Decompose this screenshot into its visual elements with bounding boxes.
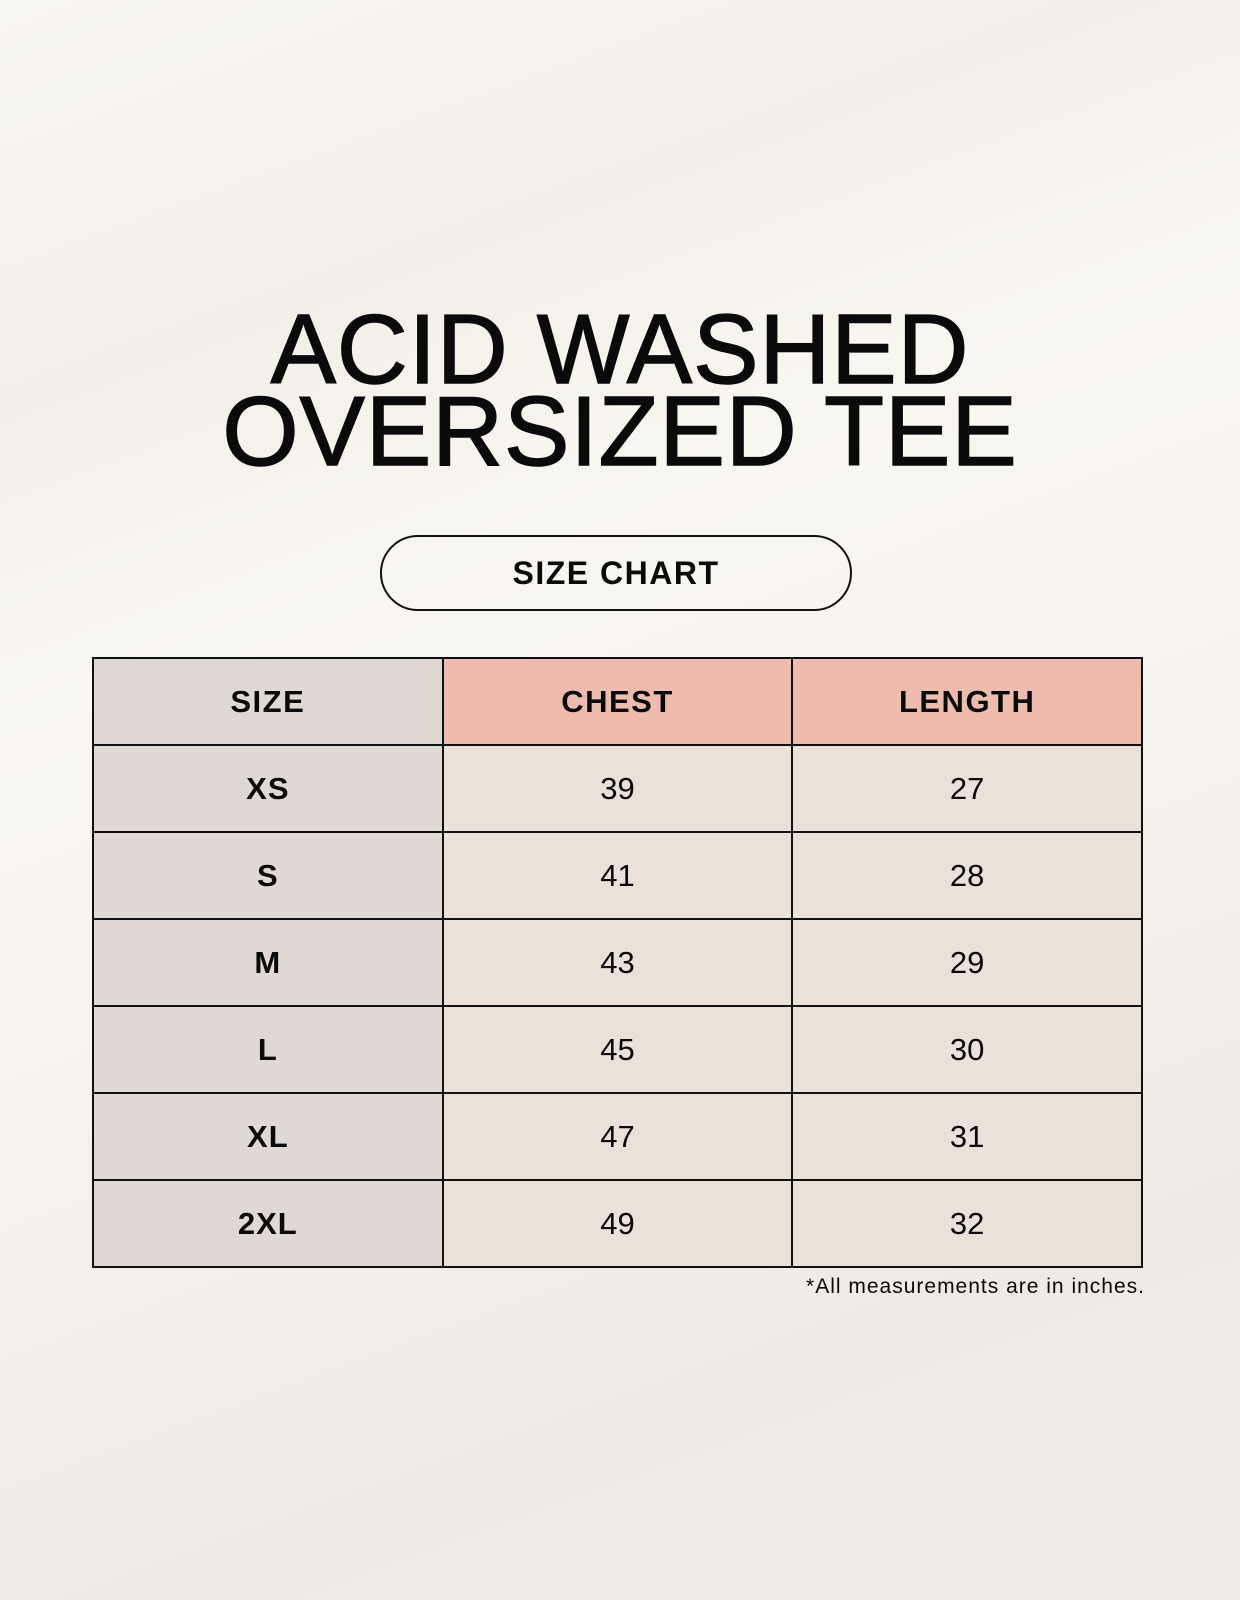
length-cell: 32 bbox=[791, 1179, 1143, 1268]
table-row: L 45 30 bbox=[92, 1005, 1143, 1094]
chest-cell: 49 bbox=[441, 1179, 794, 1268]
size-table: SIZE CHEST LENGTH XS 39 27 S 41 28 M 43 29 L 45 30 X… bbox=[92, 657, 1143, 1268]
footnote: *All measurements are in inches. bbox=[806, 1275, 1145, 1298]
table-row: XL 47 31 bbox=[92, 1092, 1143, 1181]
table-row: M 43 29 bbox=[92, 918, 1143, 1007]
header-chest: CHEST bbox=[441, 657, 794, 746]
table-row: 2XL 49 32 bbox=[92, 1179, 1143, 1268]
size-cell: 2XL bbox=[92, 1179, 444, 1268]
chest-cell: 39 bbox=[441, 744, 794, 833]
page-title: ACID WASHED OVERSIZED TEE bbox=[0, 294, 1240, 486]
title-line-1: ACID WASHED bbox=[270, 294, 970, 404]
chest-cell: 41 bbox=[441, 831, 794, 920]
size-cell: M bbox=[92, 918, 444, 1007]
table-header-row: SIZE CHEST LENGTH bbox=[92, 657, 1143, 746]
length-cell: 28 bbox=[791, 831, 1143, 920]
length-cell: 27 bbox=[791, 744, 1143, 833]
header-size: SIZE bbox=[92, 657, 444, 746]
length-cell: 29 bbox=[791, 918, 1143, 1007]
chest-cell: 43 bbox=[441, 918, 794, 1007]
size-cell: L bbox=[92, 1005, 444, 1094]
chest-cell: 45 bbox=[441, 1005, 794, 1094]
size-cell: S bbox=[92, 831, 444, 920]
length-cell: 31 bbox=[791, 1092, 1143, 1181]
chest-cell: 47 bbox=[441, 1092, 794, 1181]
title-line-2: OVERSIZED TEE bbox=[222, 376, 1018, 486]
size-cell: XL bbox=[92, 1092, 444, 1181]
table-row: S 41 28 bbox=[92, 831, 1143, 920]
table-row: XS 39 27 bbox=[92, 744, 1143, 833]
header-length: LENGTH bbox=[791, 657, 1143, 746]
length-cell: 30 bbox=[791, 1005, 1143, 1094]
size-chart-badge: SIZE CHART bbox=[380, 535, 852, 611]
size-cell: XS bbox=[92, 744, 444, 833]
